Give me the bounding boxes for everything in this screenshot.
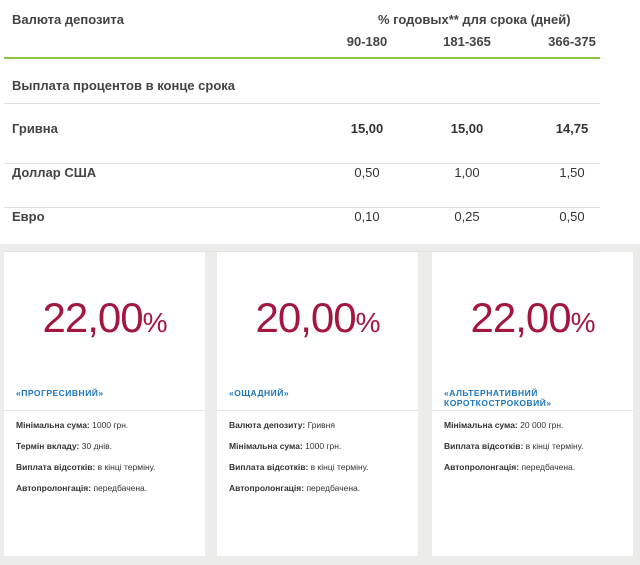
detail: Мінімальна сума: 1000 грн. — [229, 441, 341, 451]
detail-value: в кінці терміну. — [97, 462, 156, 472]
term-column: 90-180 — [346, 34, 388, 49]
detail-label: Автопролонгація: — [444, 462, 520, 472]
detail-value: 30 днів. — [81, 441, 113, 451]
detail: Автопролонгація: передбачена. — [16, 483, 147, 493]
section-title: Выплата процентов в конце срока — [12, 78, 235, 93]
detail: Автопролонгація: передбачена. — [444, 462, 575, 472]
detail: Автопролонгація: передбачена. — [229, 483, 360, 493]
detail: Виплата відсотків: в кінці терміну. — [229, 462, 368, 472]
rate-unit: % — [355, 307, 381, 338]
row-divider — [4, 251, 600, 252]
rate-cell: 0,10 — [354, 209, 380, 224]
deposit-card: 20,00% «ОЩАДНИЙ» Валюта депозиту: Гривня Мі… — [217, 252, 418, 556]
currency-name: Гривна — [12, 121, 58, 136]
rate-cell: 1,00 — [454, 165, 480, 180]
detail: Виплата відсотків: в кінці терміну. — [444, 441, 583, 451]
rate-unit: % — [570, 307, 596, 338]
rate-cell: 15,00 — [450, 121, 484, 136]
cards-panel: 22,00% «ПРОГРЕСИВНИЙ» Мінімальна сума: 100… — [0, 244, 640, 565]
row-divider — [4, 163, 600, 164]
currency-header: Валюта депозита — [12, 12, 125, 27]
detail-label: Мінімальна сума: — [229, 441, 303, 451]
deposit-card: 22,00% «ПРОГРЕСИВНИЙ» Мінімальна сума: 100… — [4, 252, 205, 556]
currency-name: Доллар США — [12, 165, 97, 180]
rate-cell: 0,50 — [559, 209, 585, 224]
deposit-name: «ОЩАДНИЙ» — [229, 388, 290, 398]
rate-cell: 14,75 — [555, 121, 589, 136]
currency-name: Евро — [12, 209, 45, 224]
detail-label: Виплата відсотків: — [16, 462, 96, 472]
term-column: 181-365 — [443, 34, 491, 49]
header-underline — [4, 57, 600, 59]
detail-value: передбачена. — [93, 483, 148, 493]
detail-label: Валюта депозиту: — [229, 420, 306, 430]
rate-header: % годовых** для срока (дней) — [378, 12, 571, 27]
card-divider — [217, 410, 418, 411]
detail-label: Виплата відсотків: — [229, 462, 309, 472]
detail-value: передбачена. — [521, 462, 576, 472]
rate-value: 20,00 — [255, 294, 356, 341]
detail-label: Мінімальна сума: — [16, 420, 90, 430]
detail-value: 20 000 грн. — [520, 420, 564, 430]
card-divider — [4, 410, 205, 411]
rate-value: 22,00 — [42, 294, 143, 341]
detail: Мінімальна сума: 1000 грн. — [16, 420, 128, 430]
detail-value: Гривня — [307, 420, 335, 430]
row-divider — [4, 207, 600, 208]
rate-cell: 15,00 — [350, 121, 384, 136]
detail-value: 1000 грн. — [305, 441, 342, 451]
detail-value: в кінці терміну. — [525, 441, 584, 451]
detail-value: 1000 грн. — [92, 420, 129, 430]
rate: 22,00% — [432, 294, 633, 342]
detail-label: Виплата відсотків: — [444, 441, 524, 451]
detail: Мінімальна сума: 20 000 грн. — [444, 420, 563, 430]
detail: Виплата відсотків: в кінці терміну. — [16, 462, 155, 472]
detail-label: Автопролонгація: — [16, 483, 92, 493]
detail-value: в кінці терміну. — [310, 462, 369, 472]
card-divider — [432, 410, 633, 411]
rate: 22,00% — [4, 294, 205, 342]
rate-unit: % — [142, 307, 168, 338]
rate-cell: 0,50 — [354, 165, 380, 180]
deposit-name: «АЛЬТЕРНАТИВНИЙ КОРОТКОСТРОКОВИЙ» — [444, 388, 552, 408]
detail: Валюта депозиту: Гривня — [229, 420, 335, 430]
rate-cell: 0,25 — [454, 209, 480, 224]
rate-cell: 1,50 — [559, 165, 585, 180]
detail-label: Мінімальна сума: — [444, 420, 518, 430]
rate: 20,00% — [217, 294, 418, 342]
rate-value: 22,00 — [470, 294, 571, 341]
detail: Термін вкладу: 30 днів. — [16, 441, 112, 451]
row-divider — [4, 103, 600, 104]
deposit-card: 22,00% «АЛЬТЕРНАТИВНИЙ КОРОТКОСТРОКОВИЙ» М… — [432, 252, 633, 556]
term-column: 366-375 — [548, 34, 596, 49]
detail-label: Термін вкладу: — [16, 441, 80, 451]
detail-label: Автопролонгація: — [229, 483, 305, 493]
deposit-name: «ПРОГРЕСИВНИЙ» — [16, 388, 104, 398]
detail-value: передбачена. — [306, 483, 361, 493]
